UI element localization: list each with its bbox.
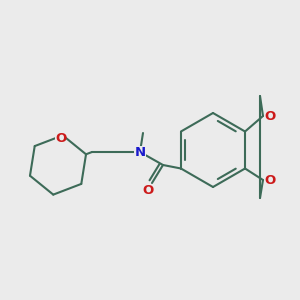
Text: O: O [264, 173, 276, 187]
Text: O: O [55, 132, 66, 145]
Text: N: N [134, 146, 146, 158]
Text: O: O [264, 110, 276, 122]
Text: O: O [142, 184, 154, 197]
